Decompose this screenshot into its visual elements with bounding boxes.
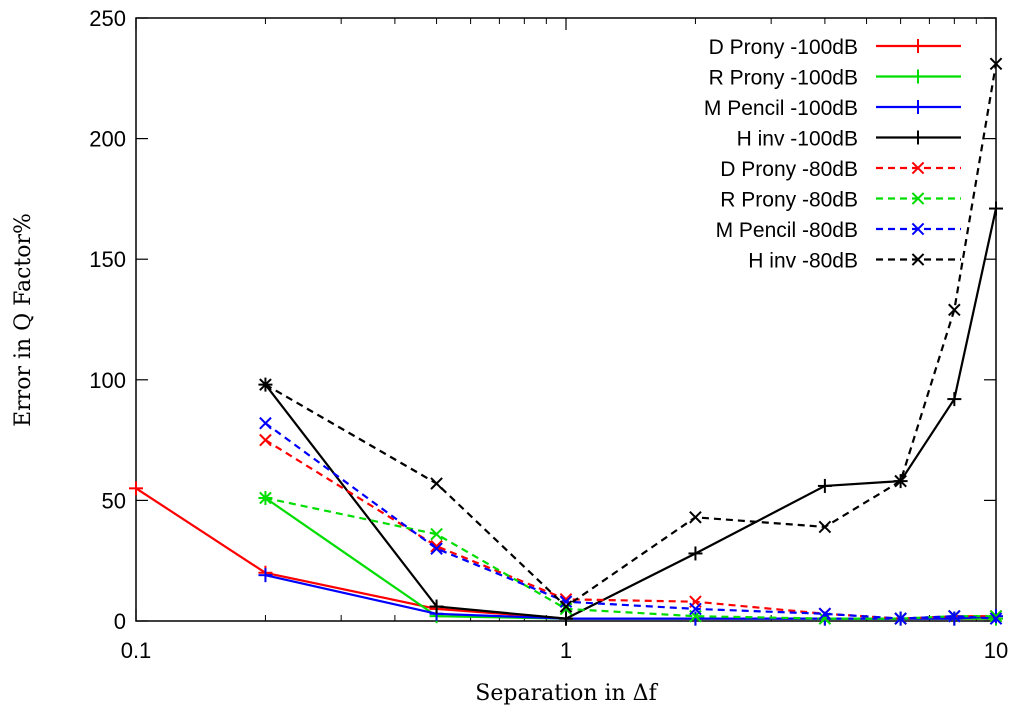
y-tick-label: 0	[114, 609, 126, 634]
cross-marker	[559, 595, 573, 609]
cross-marker	[430, 527, 443, 541]
cross-marker	[948, 303, 961, 317]
legend-item-m-pencil-100db: M Pencil -100dB	[704, 97, 961, 120]
data-point	[894, 612, 907, 625]
cross-marker	[911, 253, 925, 266]
cross-marker	[430, 542, 443, 555]
cross-marker	[818, 607, 832, 621]
cross-marker	[989, 57, 1003, 71]
data-point	[559, 600, 573, 613]
cross-marker	[430, 477, 443, 490]
series-line	[265, 574, 997, 620]
axis-ticks	[135, 17, 997, 622]
series-r-prony-80db	[259, 491, 1003, 625]
series-line	[264, 208, 998, 620]
legend-item-h-inv-80db: H inv -80dB	[748, 250, 961, 273]
data-point	[989, 612, 1003, 625]
series-h-inv-80db	[259, 57, 1003, 613]
data-point	[688, 546, 703, 561]
plot-frame	[135, 17, 997, 622]
cross-marker	[948, 609, 961, 623]
legend-item-r-prony-80db: R Prony -80dB	[720, 189, 961, 212]
series-m-pencil-80db	[259, 416, 1003, 625]
cross-marker	[911, 222, 925, 236]
data-point	[689, 602, 702, 616]
cross-marker	[259, 378, 272, 391]
data-point	[989, 201, 1003, 216]
cross-marker	[559, 600, 573, 613]
cross-marker	[259, 416, 272, 430]
legend-item-d-prony-100db: D Prony -100dB	[709, 36, 961, 59]
cross-marker	[894, 612, 907, 625]
legend-label: M Pencil -80dB	[716, 219, 858, 242]
y-axis-title: Error in Q Factor%	[11, 213, 36, 427]
series-h-inv-100db	[258, 201, 1003, 626]
data-point	[989, 609, 1003, 623]
y-tick-label: 250	[89, 6, 126, 31]
y-tick-label: 50	[102, 488, 126, 513]
x-axis-title: Separation in Δf	[475, 681, 658, 706]
legend-label: R Prony -100dB	[709, 67, 858, 90]
cross-marker	[989, 609, 1003, 623]
cross-marker	[689, 510, 702, 524]
x-tick-label: 0.1	[121, 638, 152, 663]
tick-labels: 0 50 100 150 200 250 0.1 1 10	[89, 6, 1008, 663]
data-point	[948, 303, 961, 317]
legend-label: H inv -100dB	[737, 128, 858, 151]
cross-marker	[818, 520, 832, 534]
legend-label: M Pencil -100dB	[704, 97, 858, 120]
cross-marker	[911, 192, 925, 205]
legend-item-h-inv-100db: H inv -100dB	[737, 128, 961, 151]
data-point	[989, 57, 1003, 71]
data-point	[688, 611, 703, 626]
cross-marker	[911, 161, 925, 175]
data-point	[559, 595, 573, 609]
cross-marker	[894, 474, 907, 488]
series-line	[264, 439, 996, 620]
data-point	[259, 416, 272, 430]
cross-marker	[689, 602, 702, 616]
legend: D Prony -100dB R Prony -100dB M Pencil -10…	[704, 36, 961, 273]
data-point	[429, 599, 444, 614]
data-point	[947, 392, 962, 407]
data-point	[430, 542, 443, 555]
series-line	[264, 422, 997, 620]
cross-marker	[259, 433, 272, 447]
y-tick-label: 100	[89, 368, 126, 393]
series-line	[265, 496, 996, 620]
data-point	[817, 478, 832, 493]
data-point	[894, 474, 907, 488]
data-point	[258, 568, 273, 583]
data-point	[947, 611, 962, 626]
legend-label: D Prony -100dB	[709, 36, 858, 59]
data-point	[430, 477, 443, 490]
legend-label: H inv -80dB	[748, 250, 858, 273]
data-point	[689, 510, 702, 524]
cross-marker	[259, 491, 272, 505]
series-line	[264, 63, 998, 608]
data-point	[818, 607, 832, 621]
cross-marker	[430, 539, 443, 553]
data-point	[430, 527, 443, 541]
y-tick-label: 150	[89, 247, 126, 272]
series-layer	[129, 57, 1003, 626]
series-r-prony-100db	[258, 490, 1003, 626]
data-point	[259, 433, 272, 447]
data-point	[129, 481, 143, 496]
data-point	[259, 491, 272, 505]
legend-label: R Prony -80dB	[720, 189, 858, 212]
data-point	[259, 378, 272, 391]
cross-marker	[989, 612, 1003, 625]
x-tick-label: 10	[984, 638, 1008, 663]
legend-item-r-prony-100db: R Prony -100dB	[709, 67, 961, 90]
y-tick-label: 200	[89, 127, 126, 152]
legend-item-d-prony-80db: D Prony -80dB	[720, 158, 961, 181]
legend-label: D Prony -80dB	[720, 158, 858, 181]
data-point	[948, 609, 961, 623]
data-point	[559, 611, 573, 626]
data-point	[818, 520, 832, 534]
legend-item-m-pencil-80db: M Pencil -80dB	[716, 219, 961, 242]
x-tick-label: 1	[560, 638, 572, 663]
